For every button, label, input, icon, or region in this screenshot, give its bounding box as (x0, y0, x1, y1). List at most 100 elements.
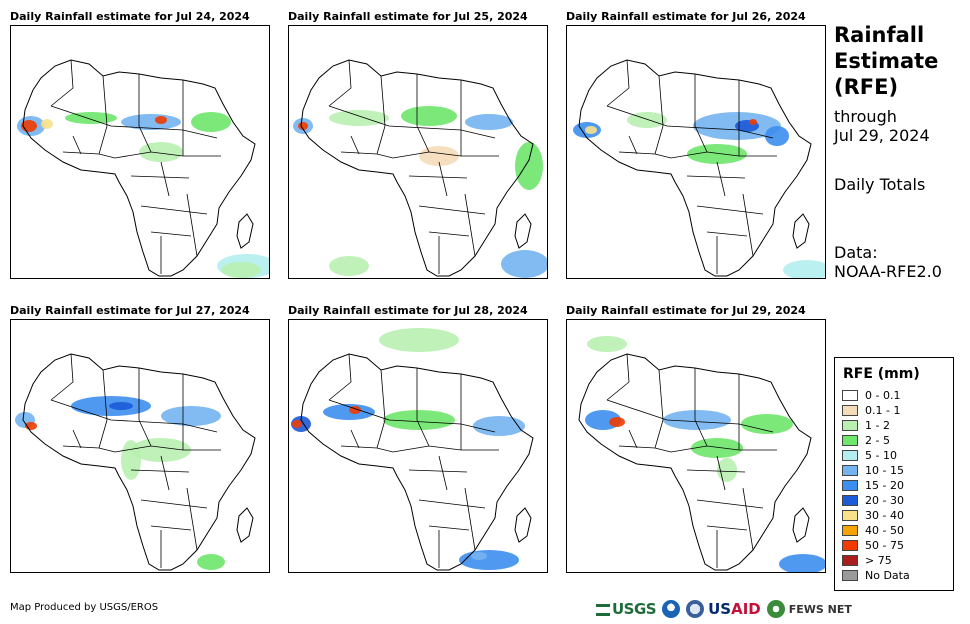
africa-coastline (578, 353, 812, 571)
rfe-legend: RFE (mm) 0 - 0.1 0.1 - 1 1 - 2 2 - 5 5 - 10 1… (834, 357, 954, 591)
country-border (716, 455, 726, 491)
legend-swatch (842, 465, 858, 476)
country-border (150, 525, 192, 531)
rainfall-area (471, 552, 487, 560)
country-border (328, 353, 352, 401)
legend-swatch (842, 450, 858, 461)
legend-swatch (842, 495, 858, 506)
legend-row: 10 - 15 (842, 463, 953, 478)
map-credit: Map Produced by USGS/EROS (10, 602, 159, 613)
country-border (696, 205, 764, 215)
country-border (50, 399, 218, 433)
legend-label: 50 - 75 (865, 539, 904, 552)
fews-globe-icon (766, 600, 785, 618)
country-border (50, 105, 218, 139)
country-border (340, 151, 499, 159)
country-border (62, 151, 221, 159)
rainfall-area (197, 554, 225, 570)
country-border (340, 445, 499, 453)
country-border (418, 499, 486, 509)
country-border (618, 445, 777, 453)
usaid-logo: USAID (708, 600, 761, 618)
country-border (350, 135, 360, 155)
madagascar-outline (236, 507, 254, 543)
legend-label: No Data (865, 569, 910, 582)
legend-row: > 75 (842, 553, 953, 568)
rainfall-area (459, 550, 519, 570)
country-border (376, 419, 386, 449)
legend-row: 20 - 30 (842, 493, 953, 508)
country-border (72, 429, 82, 449)
legend-row: 5 - 10 (842, 448, 953, 463)
country-border (328, 59, 352, 107)
rainfall-area (609, 417, 625, 427)
legend-swatch (842, 540, 858, 551)
country-border (464, 487, 476, 551)
country-border (140, 205, 208, 215)
legend-row: 1 - 2 (842, 418, 953, 433)
panel-title: Daily Rainfall estimate for Jul 24, 2024 (10, 10, 250, 23)
africa-rainfall-map (289, 26, 547, 278)
country-border (416, 125, 430, 153)
legend-label: 0 - 0.1 (865, 389, 901, 402)
madagascar-outline (514, 213, 532, 249)
map-panel-jul-25: Daily Rainfall estimate for Jul 25, 2024 (288, 10, 548, 280)
africa-rainfall-map (567, 320, 825, 572)
country-border (438, 161, 448, 197)
map-background (289, 320, 547, 572)
map-frame (10, 319, 270, 573)
rainfall-area (401, 106, 457, 126)
country-border (140, 499, 208, 509)
country-border (130, 175, 190, 179)
map-frame (288, 319, 548, 573)
map-frame (566, 319, 826, 573)
rainfall-area (691, 438, 743, 458)
panel-title: Daily Rainfall estimate for Jul 27, 2024 (10, 304, 250, 317)
legend-swatch (842, 435, 858, 446)
country-border (408, 469, 468, 473)
rainfall-area (109, 402, 133, 410)
africa-coastline (22, 353, 256, 571)
africa-coastline (300, 353, 534, 571)
title-line: (RFE) (834, 75, 899, 99)
country-border (62, 445, 221, 453)
legend-swatch (842, 420, 858, 431)
legend-swatch (842, 570, 858, 581)
map-background (289, 26, 547, 278)
through-label: through (834, 107, 897, 126)
legend-swatch (842, 525, 858, 536)
africa-coastline (578, 59, 812, 277)
country-border (380, 369, 386, 421)
usgs-logo: USGS (596, 600, 657, 618)
country-border (606, 105, 774, 139)
country-border (428, 525, 470, 531)
rainfall-area (501, 250, 547, 278)
rainfall-area (323, 404, 375, 420)
rainfall-area (585, 126, 597, 134)
legend-swatch (842, 555, 858, 566)
country-border (438, 455, 448, 491)
legend-label: 20 - 30 (865, 494, 904, 507)
rainfall-area (221, 262, 261, 278)
rainfall-area (419, 146, 459, 166)
country-border (98, 419, 108, 449)
country-border (654, 125, 664, 155)
through-date: Jul 29, 2024 (834, 126, 930, 145)
map-frame (566, 25, 826, 279)
country-border (186, 193, 198, 257)
africa-rainfall-map (11, 320, 269, 572)
legend-rows: 0 - 0.1 0.1 - 1 1 - 2 2 - 5 5 - 10 10 - 15 15 … (835, 388, 953, 583)
country-border (686, 469, 746, 473)
country-border (706, 231, 748, 237)
legend-row: No Data (842, 568, 953, 583)
country-border (50, 353, 74, 401)
country-border (742, 193, 754, 257)
legend-row: 15 - 20 (842, 478, 953, 493)
legend-label: 2 - 5 (865, 434, 890, 447)
rainfall-area (121, 440, 141, 480)
legend-label: > 75 (865, 554, 892, 567)
country-border (102, 369, 108, 421)
rainfall-area (515, 142, 543, 190)
rainfall-area (687, 144, 747, 164)
legend-swatch (842, 510, 858, 521)
